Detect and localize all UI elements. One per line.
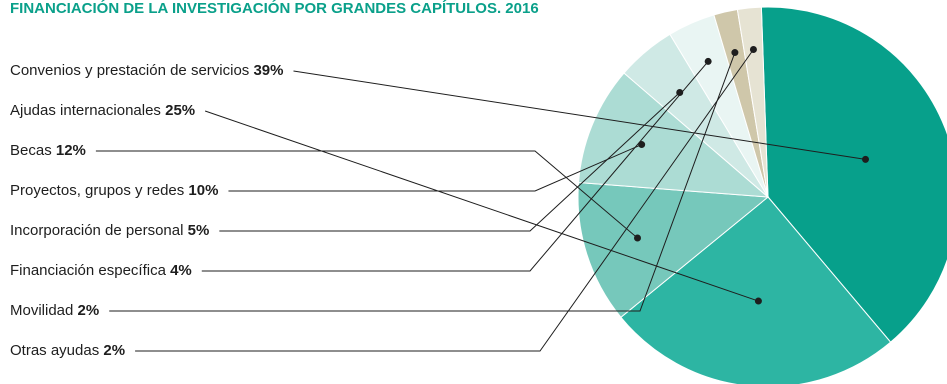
leader-line xyxy=(293,70,866,160)
leader-dot xyxy=(676,88,684,96)
leader-dot xyxy=(754,297,762,305)
slice-label: Ajudas internacionales 25% xyxy=(10,102,195,119)
pie-slice xyxy=(578,72,770,198)
slice-label-value: 12% xyxy=(56,142,86,159)
slice-label: Movilidad 2% xyxy=(10,302,99,319)
slice-label-name: Becas xyxy=(10,142,56,159)
slice-labels: Convenios y prestación de servicios 39% A… xyxy=(10,62,283,359)
leader-dot xyxy=(861,155,869,163)
leader-line xyxy=(201,61,709,272)
slice-label-name: Otras ayudas xyxy=(10,342,103,359)
slice-label: Becas 12% xyxy=(10,142,86,159)
slice-label-value: 2% xyxy=(103,342,125,359)
slice-label: Otras ayudas 2% xyxy=(10,342,125,359)
leader-dot xyxy=(749,46,757,54)
leader-line xyxy=(95,150,638,239)
leader-line xyxy=(109,52,736,312)
leader-line xyxy=(204,110,759,302)
slice-label: Convenios y prestación de servicios 39% xyxy=(10,62,283,79)
slice-label-name: Incorporación de personal xyxy=(10,222,188,239)
slice-label: Proyectos, grupos y redes 10% xyxy=(10,182,218,199)
slice-label-value: 10% xyxy=(188,182,218,199)
slice-label-value: 39% xyxy=(253,62,283,79)
leader-dot xyxy=(704,57,712,65)
slice-label-name: Movilidad xyxy=(10,302,78,319)
slice-label-name: Ajudas internacionales xyxy=(10,102,165,119)
leader-line xyxy=(135,49,754,352)
slice-label-name: Convenios y prestación de servicios xyxy=(10,62,253,79)
slice-label-name: Proyectos, grupos y redes xyxy=(10,182,188,199)
leader-line xyxy=(219,92,681,232)
slice-label-value: 2% xyxy=(78,302,100,319)
leader-dot xyxy=(638,141,646,149)
slice-label: Incorporación de personal 5% xyxy=(10,222,209,239)
pie-slice xyxy=(620,196,892,384)
pie-slice xyxy=(577,182,770,318)
pie-slices xyxy=(577,6,947,384)
leader-dot xyxy=(731,49,739,57)
slice-label-name: Financiación específica xyxy=(10,262,170,279)
pie-slice xyxy=(760,6,947,343)
leader-lines xyxy=(95,46,869,352)
pie-slice xyxy=(736,6,769,198)
slice-label-value: 25% xyxy=(165,102,195,119)
leader-dot xyxy=(633,234,641,242)
slice-label-value: 4% xyxy=(170,262,192,279)
slice-label-value: 5% xyxy=(188,222,210,239)
chart-title: FINANCIACIÓN DE LA INVESTIGACIÓN POR GRA… xyxy=(10,0,539,17)
slice-label: Financiación específica 4% xyxy=(10,262,192,279)
